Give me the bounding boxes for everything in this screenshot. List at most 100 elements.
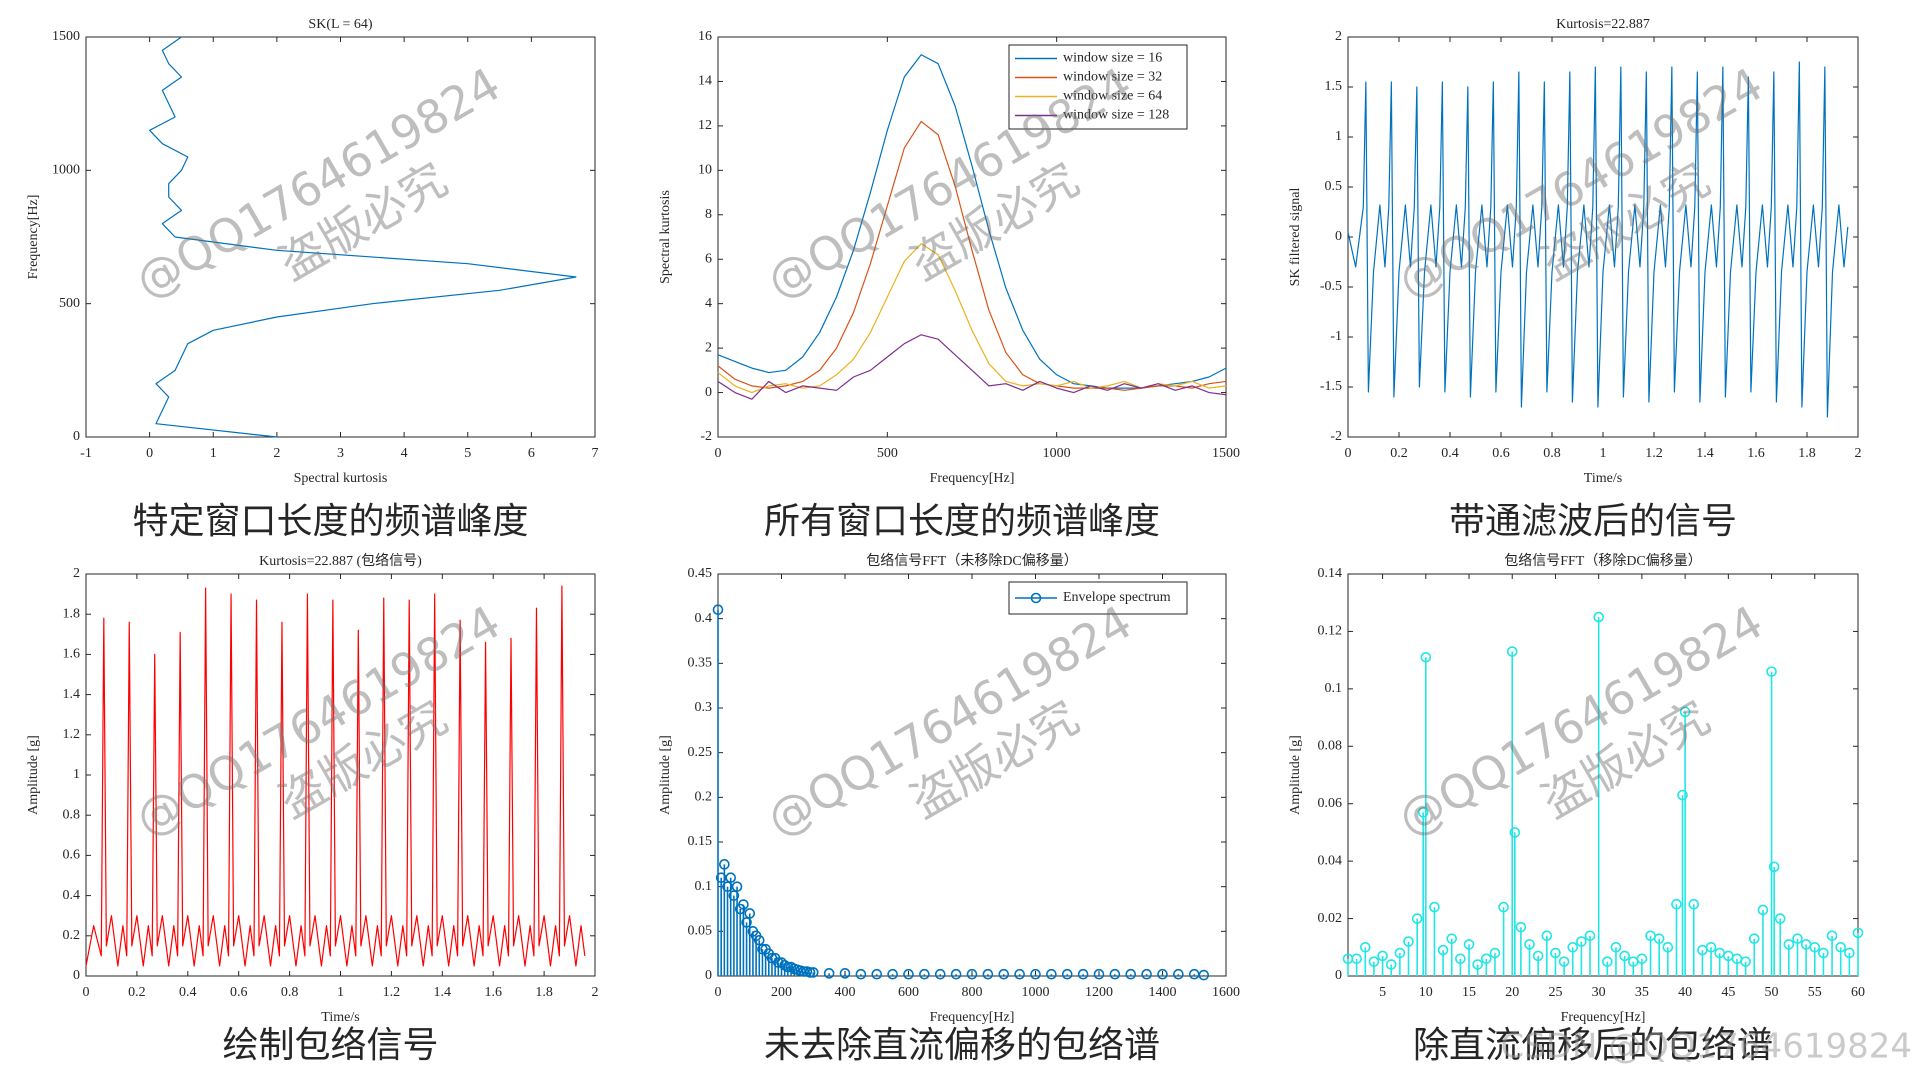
x-tick-label: 5: [1379, 985, 1386, 1000]
x-tick-label: 0.4: [179, 985, 197, 1000]
series-line: [149, 36, 577, 438]
x-tick-label: 1.8: [1798, 446, 1816, 461]
caption: 所有窗口长度的频谱峰度: [764, 501, 1160, 542]
x-tick-label: -1: [80, 446, 92, 461]
y-tick-label: 1.4: [63, 687, 81, 702]
y-tick-label: 2: [705, 340, 712, 355]
x-axis-label: Frequency[Hz]: [930, 1010, 1015, 1025]
x-tick-label: 1.2: [383, 985, 401, 1000]
x-tick-label: 4: [401, 446, 408, 461]
stem-marker: [1093, 968, 1105, 980]
x-tick-label: 600: [898, 985, 919, 1000]
caption: 特定窗口长度的频谱峰度: [132, 501, 528, 542]
y-tick-label: 0.02: [1318, 911, 1343, 926]
x-tick-label: 1.8: [535, 985, 553, 1000]
x-tick-label: 0: [715, 985, 722, 1000]
y-tick-label: 0.5: [1325, 179, 1343, 194]
y-tick-label: 0.6: [63, 848, 81, 863]
plot-area: [717, 573, 1227, 977]
y-axis-label: Amplitude [g]: [26, 735, 41, 815]
caption: 除直流偏移后的包络谱: [1413, 1025, 1773, 1066]
y-tick-label: 0.1: [1325, 681, 1343, 696]
stem-marker: [1446, 933, 1458, 944]
y-tick-label: 500: [59, 296, 80, 311]
stem-marker: [1030, 968, 1041, 980]
stem-marker: [1818, 947, 1829, 959]
x-tick-label: 0.6: [1492, 446, 1510, 461]
y-tick-label: -1: [1330, 329, 1342, 344]
x-tick-label: 2: [1855, 446, 1862, 461]
x-tick-label: 0.8: [1543, 446, 1561, 461]
stem-marker: [1141, 968, 1152, 980]
x-axis-label: Time/s: [1584, 471, 1622, 486]
x-tick-label: 1.4: [434, 985, 452, 1000]
stem-marker: [1532, 950, 1544, 962]
stem-marker: [1472, 959, 1483, 970]
stem-marker: [1748, 933, 1760, 944]
stem-marker: [1377, 950, 1388, 962]
y-tick-label: 1.8: [63, 606, 81, 621]
x-tick-label: 0.2: [128, 985, 146, 1000]
x-tick-label: 0: [1345, 446, 1352, 461]
x-tick-label: 2: [592, 985, 599, 1000]
stem-marker: [1046, 968, 1057, 980]
stem-marker: [1368, 956, 1380, 967]
y-tick-label: 0.25: [688, 745, 713, 760]
stem-marker: [1809, 941, 1821, 953]
stem-marker: [725, 872, 737, 884]
chart-title: 包络信号FFT（未移除DC偏移量）: [866, 553, 1078, 569]
y-tick-label: 6: [705, 251, 712, 266]
stem-marker: [1740, 956, 1751, 967]
y-tick-label: 0.2: [695, 790, 713, 805]
stem-marker: [1636, 953, 1648, 965]
y-tick-label: 10: [698, 163, 712, 178]
y-tick-label: 0.1: [695, 879, 713, 894]
x-tick-label: 400: [835, 985, 856, 1000]
x-axis-label: Time/s: [321, 1010, 359, 1025]
y-tick-label: 1000: [52, 163, 80, 178]
x-tick-label: 3: [337, 446, 344, 461]
y-tick-label: 1500: [52, 29, 80, 44]
x-tick-label: 6: [528, 446, 535, 461]
y-tick-label: 0.05: [688, 924, 713, 939]
stem-marker: [871, 968, 883, 980]
stem-marker: [1757, 904, 1769, 916]
y-tick-label: -2: [700, 429, 712, 444]
y-tick-label: 0.4: [63, 888, 81, 903]
x-tick-label: 1600: [1212, 985, 1240, 1000]
y-tick-label: 1.2: [63, 727, 81, 742]
x-tick-label: 0.4: [1441, 446, 1459, 461]
x-tick-label: 7: [592, 446, 599, 461]
chart-title: Kurtosis=22.887: [1556, 17, 1650, 32]
stem-marker: [712, 604, 724, 616]
x-tick-label: 45: [1721, 985, 1735, 1000]
y-tick-label: 8: [705, 207, 712, 222]
stem-marker: [1359, 941, 1371, 953]
stem-marker: [1420, 651, 1432, 663]
x-tick-label: 0.8: [281, 985, 299, 1000]
stem-marker: [1550, 947, 1561, 959]
caption: 带通滤波后的信号: [1449, 501, 1737, 542]
x-tick-label: 800: [962, 985, 983, 1000]
y-tick-label: 0.8: [63, 807, 81, 822]
stem-marker: [1602, 956, 1613, 967]
y-axis-label: Spectral kurtosis: [658, 190, 673, 284]
y-tick-label: 0: [705, 385, 712, 400]
x-tick-label: 25: [1548, 985, 1562, 1000]
y-tick-label: 14: [698, 74, 712, 89]
stem-marker: [1481, 953, 1492, 965]
stem-marker: [1852, 927, 1864, 939]
stem-marker: [1705, 941, 1717, 953]
x-tick-label: 0: [83, 985, 90, 1000]
stem-marker: [855, 968, 867, 980]
stem-marker: [719, 859, 730, 870]
y-tick-label: 0: [1335, 229, 1342, 244]
stem-marker: [1489, 947, 1501, 959]
y-tick-label: 0.45: [688, 566, 713, 581]
stem-marker: [1792, 933, 1803, 944]
legend-label: window size = 32: [1063, 70, 1162, 85]
stem-marker: [1455, 953, 1466, 965]
stem-marker: [1783, 939, 1795, 950]
stem-marker: [1157, 968, 1168, 980]
